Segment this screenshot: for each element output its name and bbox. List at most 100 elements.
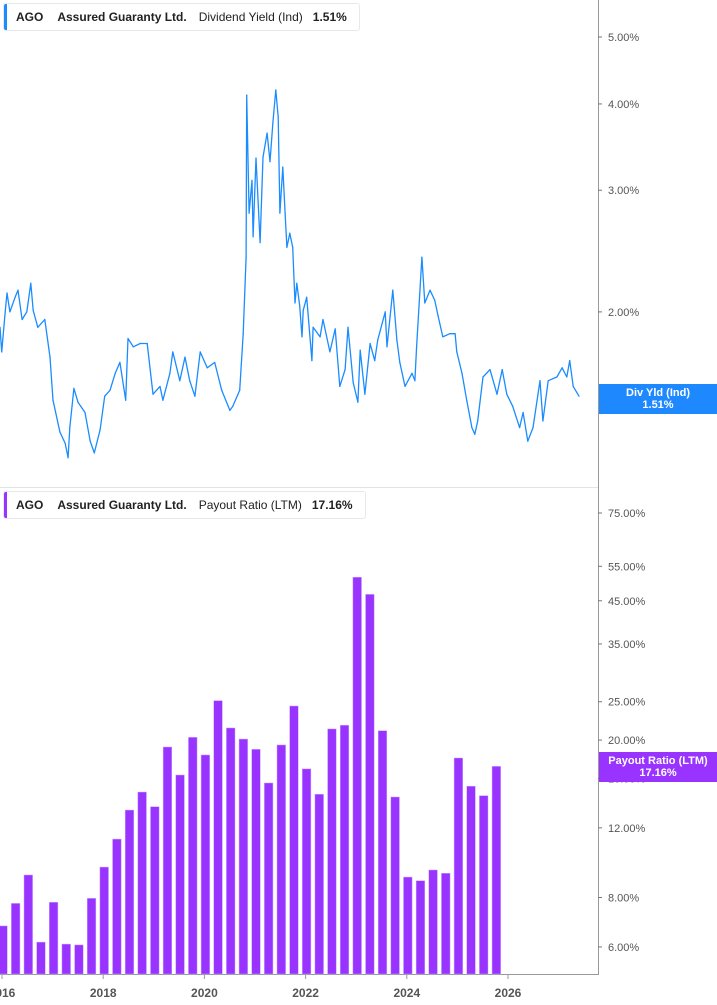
- dividend-yield-point: [104, 395, 106, 397]
- x-tick-label: 2022: [292, 986, 319, 1000]
- x-tick-label: 2020: [191, 986, 218, 1000]
- payout-bar: [466, 785, 476, 975]
- dividend-yield-point: [374, 360, 376, 362]
- dividend-yield-point: [262, 156, 264, 158]
- dividend-yield-point: [282, 166, 284, 168]
- dividend-yield-point: [396, 339, 398, 341]
- dividend-yield-point: [30, 282, 32, 284]
- legend-value: 17.16%: [311, 498, 353, 512]
- dividend-yield-point: [114, 372, 116, 374]
- payout-bar: [340, 725, 350, 975]
- dividend-yield-point: [578, 395, 580, 397]
- dividend-yield-point: [4, 311, 6, 313]
- legend-payout-ratio: AGO Assured Guaranty Ltd. Payout Ratio (…: [3, 491, 366, 519]
- dividend-yield-point: [489, 368, 491, 371]
- payout-bar: [11, 903, 21, 975]
- dividend-yield-point: [162, 399, 164, 401]
- dividend-yield-point: [477, 420, 479, 422]
- y-tick-label: 75.00%: [608, 508, 646, 520]
- payout-bar: [365, 594, 375, 975]
- legend-value: 1.51%: [312, 10, 347, 24]
- dividend-yield-point: [561, 367, 563, 369]
- dividend-yield-point: [69, 426, 71, 429]
- payout-bar: [491, 766, 501, 975]
- dividend-yield-point: [576, 391, 578, 393]
- badge-value: 17.16%: [639, 767, 677, 779]
- dividend-yield-line: [0, 89, 580, 459]
- payout-bar: [441, 873, 451, 975]
- dividend-yield-point: [311, 360, 313, 362]
- dividend-yield-point: [169, 372, 171, 374]
- payout-bar: [415, 880, 425, 975]
- dividend-yield-point: [442, 336, 444, 338]
- dividend-yield-point: [14, 296, 16, 298]
- dividend-yield-badge: Div Yld (Ind) 1.51%: [599, 384, 717, 414]
- dividend-yield-point: [339, 385, 341, 388]
- x-tick-label: 2024: [393, 986, 420, 1000]
- payout-bar: [49, 902, 59, 975]
- dividend-yield-point: [32, 309, 34, 311]
- payout-bar: [314, 794, 324, 975]
- dividend-yield-point: [364, 393, 366, 395]
- dividend-yield-point: [99, 429, 101, 431]
- dividend-yield-point: [519, 426, 521, 429]
- dividend-yield-point: [377, 339, 379, 341]
- payout-bar: [124, 809, 135, 975]
- dividend-yield-point: [556, 376, 558, 378]
- dividend-yield-point: [312, 326, 314, 328]
- dividend-yield-point: [242, 333, 244, 335]
- dividend-yield-point: [414, 380, 416, 382]
- dividend-yield-point: [292, 246, 294, 248]
- dividend-yield-point: [93, 452, 95, 454]
- dividend-yield-point: [132, 346, 134, 348]
- payout-bar: [327, 728, 337, 975]
- dividend-yield-point: [344, 368, 346, 371]
- dividend-yield-point: [496, 393, 498, 395]
- dividend-yield-point: [527, 440, 529, 442]
- payout-bar: [213, 700, 223, 975]
- dividend-yield-point: [159, 385, 161, 388]
- dividend-yield-point: [194, 395, 196, 397]
- dividend-yield-point: [73, 387, 75, 389]
- dividend-yield-point: [461, 372, 463, 374]
- legend-dividend-yield: AGO Assured Guaranty Ltd. Dividend Yield…: [3, 3, 360, 31]
- payout-bar: [87, 898, 97, 975]
- dividend-yield-point: [392, 289, 394, 291]
- payout-bar: [377, 730, 388, 975]
- dividend-yield-point: [532, 426, 534, 429]
- dividend-yield-point: [322, 318, 324, 321]
- dividend-yield-point: [421, 256, 423, 258]
- dividend-yield-point: [347, 326, 349, 328]
- payout-bar: [226, 727, 236, 975]
- dividend-yield-point: [512, 405, 514, 407]
- dividend-yield-point: [189, 380, 191, 382]
- y-tick-label: 12.00%: [608, 823, 646, 835]
- payout-bar: [188, 737, 198, 975]
- y-tick-label: 2.00%: [608, 307, 639, 319]
- dividend-yield-point: [146, 342, 148, 345]
- badge-label: Payout Ratio (LTM): [608, 755, 708, 767]
- dividend-yield-point: [542, 420, 544, 422]
- payout-bar: [112, 838, 122, 975]
- y-tick-label: 6.00%: [608, 942, 639, 954]
- legend-metric: Dividend Yield (Ind): [198, 10, 303, 24]
- dividend-yield-point: [506, 393, 508, 395]
- payout-bar: [23, 874, 33, 975]
- y-tick-label: 3.00%: [608, 185, 639, 197]
- dividend-yield-point: [539, 380, 541, 382]
- dividend-yield-point: [26, 311, 28, 313]
- payout-bar: [162, 746, 172, 975]
- y-tick-label: 25.00%: [608, 697, 646, 709]
- dividend-yield-point: [37, 326, 39, 328]
- dividend-yield-point: [296, 282, 298, 284]
- dividend-yield-point: [384, 311, 386, 313]
- dividend-yield-point: [17, 289, 19, 291]
- legend-ticker: AGO: [16, 498, 44, 512]
- payout-bar: [264, 782, 274, 975]
- dividend-yield-point: [246, 94, 248, 96]
- payout-bar: [479, 795, 489, 975]
- legend-metric: Payout Ratio (LTM): [198, 498, 302, 512]
- dividend-yield-point: [109, 389, 111, 391]
- y-tick-label: 4.00%: [608, 99, 639, 111]
